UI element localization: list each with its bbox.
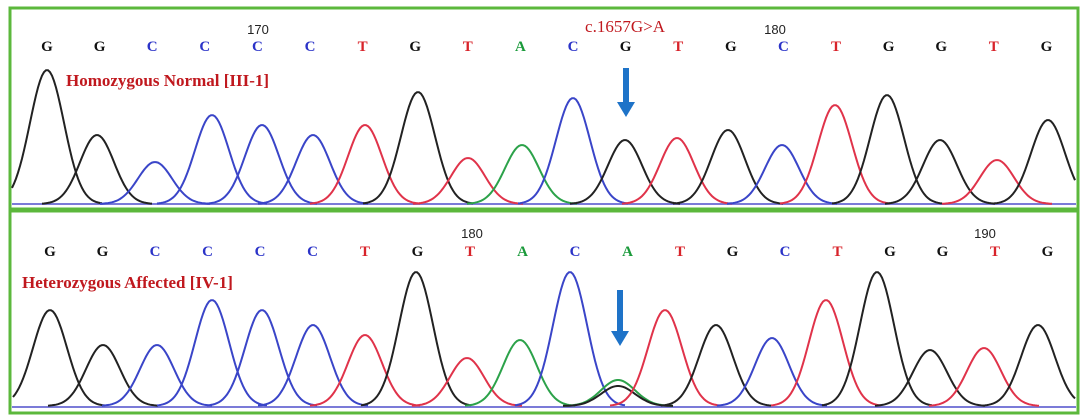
base-call: T — [831, 39, 841, 55]
base-call: T — [360, 244, 370, 260]
base-call: G — [620, 39, 632, 55]
base-call: G — [935, 39, 947, 55]
base-call: C — [255, 244, 266, 260]
base-call: A — [622, 244, 633, 260]
base-call: A — [515, 39, 526, 55]
base-call: G — [937, 244, 949, 260]
page: 170 180 180 190 c.1657G>A Homozygous Nor… — [0, 0, 1080, 417]
base-call: G — [883, 39, 895, 55]
base-call: C — [202, 244, 213, 260]
base-call: T — [990, 244, 1000, 260]
base-call: C — [252, 39, 263, 55]
base-call: C — [305, 39, 316, 55]
sample-label: Heterozygous Affected [IV-1] — [22, 273, 233, 292]
base-call: G — [1041, 39, 1053, 55]
base-call: G — [97, 244, 109, 260]
base-call: G — [884, 244, 896, 260]
base-call: A — [517, 244, 528, 260]
base-call: G — [44, 244, 56, 260]
position-label: 180 — [461, 226, 483, 241]
base-call: G — [41, 39, 53, 55]
base-call: C — [147, 39, 158, 55]
position-label: 180 — [764, 22, 786, 37]
base-call: T — [463, 39, 473, 55]
base-call: T — [989, 39, 999, 55]
base-call: G — [94, 39, 106, 55]
base-call: C — [568, 39, 579, 55]
base-call: G — [725, 39, 737, 55]
base-call: G — [409, 39, 421, 55]
base-call: T — [358, 39, 368, 55]
base-call: C — [199, 39, 210, 55]
base-call: T — [675, 244, 685, 260]
chromatogram-figure: 170 180 180 190 c.1657G>A Homozygous Nor… — [0, 0, 1080, 417]
position-label: 190 — [974, 226, 996, 241]
base-call: T — [465, 244, 475, 260]
base-call: C — [150, 244, 161, 260]
position-label: 170 — [247, 22, 269, 37]
base-call: G — [412, 244, 424, 260]
base-call: C — [780, 244, 791, 260]
mutation-annotation: c.1657G>A — [585, 17, 666, 36]
base-call: C — [307, 244, 318, 260]
base-call: G — [727, 244, 739, 260]
sample-label: Homozygous Normal [III-1] — [66, 71, 269, 90]
base-call: C — [778, 39, 789, 55]
base-call: G — [1042, 244, 1054, 260]
base-call: T — [673, 39, 683, 55]
base-call: T — [832, 244, 842, 260]
base-call: C — [570, 244, 581, 260]
